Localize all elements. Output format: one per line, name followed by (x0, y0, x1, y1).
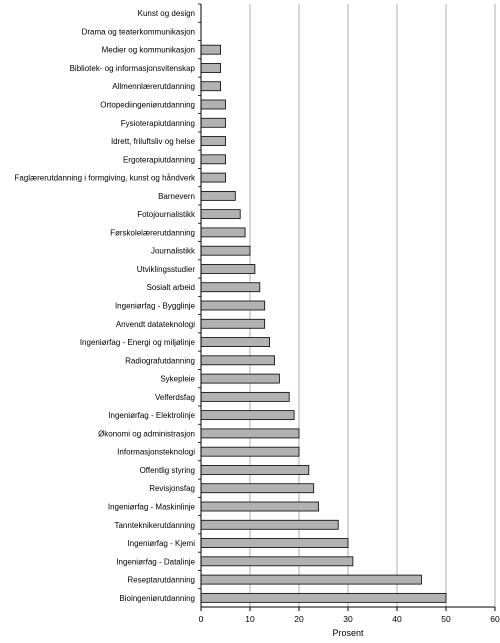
bar (200, 391, 290, 402)
x-ticks: 0 10 20 30 40 50 60 (199, 607, 500, 624)
category-label: Ingeniørfag - Elektrolinje (108, 411, 195, 420)
bar (200, 538, 349, 548)
category-label: Bibliotek- og informasjonsvitenskap (70, 64, 196, 73)
category-label: Sosialt arbeid (147, 283, 195, 292)
category-label: Fysioterapiutdanning (121, 119, 195, 128)
x-tick-label: 50 (441, 614, 451, 624)
category-label: Ingeniørfag - Kjemi (127, 539, 195, 548)
x-tick-label: 20 (294, 614, 304, 624)
bar (200, 483, 315, 494)
category-label: Velferdsfag (155, 393, 195, 402)
bar (200, 355, 275, 366)
bar (200, 44, 222, 55)
category-label: Ingeniørfag - Energi og miljølinje (80, 338, 196, 347)
bar (200, 574, 422, 585)
x-tick-label: 0 (199, 614, 204, 624)
bar (200, 63, 222, 73)
category-label: Idrett, friluftsliv og helse (111, 137, 196, 146)
bar (200, 190, 236, 201)
bar (200, 282, 261, 293)
category-label: Medier og kommunikasjon (102, 46, 195, 55)
category-label: Fotojournalistikk (137, 210, 196, 219)
bar (200, 172, 226, 183)
bar (200, 592, 447, 603)
x-tick-label: 10 (245, 614, 255, 624)
bar (200, 428, 300, 439)
category-label: Anvendt datateknologi (116, 320, 195, 329)
x-tick-label: 30 (343, 614, 353, 624)
x-tick-label: 60 (490, 614, 500, 624)
bar (200, 556, 354, 567)
bar (200, 410, 295, 421)
category-label: Revisjonsfag (149, 484, 195, 493)
category-label: Bioingeniørutdanning (119, 594, 195, 603)
category-label: Førskolelærerutdanning (110, 228, 195, 237)
bar (200, 519, 339, 530)
gridlines (249, 4, 496, 607)
category-label: Ingeniørfag - Bygglinje (115, 302, 196, 311)
bar (200, 318, 266, 329)
category-label: Kunst og design (138, 9, 195, 18)
x-axis-title: Prosent (332, 628, 364, 638)
category-label: Utviklingsstudier (137, 265, 196, 274)
bars (200, 44, 447, 603)
bar (200, 245, 251, 256)
bar (200, 117, 226, 128)
x-tick-label: 40 (392, 614, 402, 624)
bar (200, 446, 300, 457)
category-label: Informasjonsteknologi (117, 448, 195, 457)
category-label: Ortopediingeniørutdanning (100, 101, 195, 110)
bar (200, 227, 246, 238)
bar (200, 264, 256, 274)
category-label: Reseptarutdanning (127, 576, 195, 585)
bar (200, 209, 241, 220)
category-label: Ingeniørfag - Datalinje (116, 557, 195, 566)
category-label: Ergoterapiutdanning (123, 155, 195, 164)
category-label: Tannteknikerutdanning (114, 521, 195, 530)
bar (200, 99, 226, 110)
category-label: Journalistikk (151, 247, 196, 256)
bar (200, 136, 226, 146)
bar (200, 373, 280, 384)
category-label: Økonomi og administrasjon (98, 429, 195, 438)
bar (200, 465, 310, 475)
category-label: Ingeniørfag - Maskinlinje (108, 503, 196, 512)
bar (200, 81, 222, 92)
category-label: Sykepleie (160, 375, 195, 384)
bar (200, 154, 226, 165)
bar (200, 300, 266, 311)
category-label: Faglærerutdanning i formgiving, kunst og… (14, 174, 196, 183)
category-label: Barnevern (158, 192, 195, 201)
category-labels: Kunst og design Drama og teaterkommunikas… (14, 3, 201, 603)
category-label: Radiografutdanning (125, 356, 195, 365)
category-label: Allmennlærerutdanning (112, 82, 195, 91)
category-label: Offentlig styring (140, 466, 195, 475)
bar (200, 501, 319, 512)
bar (200, 337, 270, 347)
category-label: Drama og teaterkommunikasjon (82, 27, 195, 36)
